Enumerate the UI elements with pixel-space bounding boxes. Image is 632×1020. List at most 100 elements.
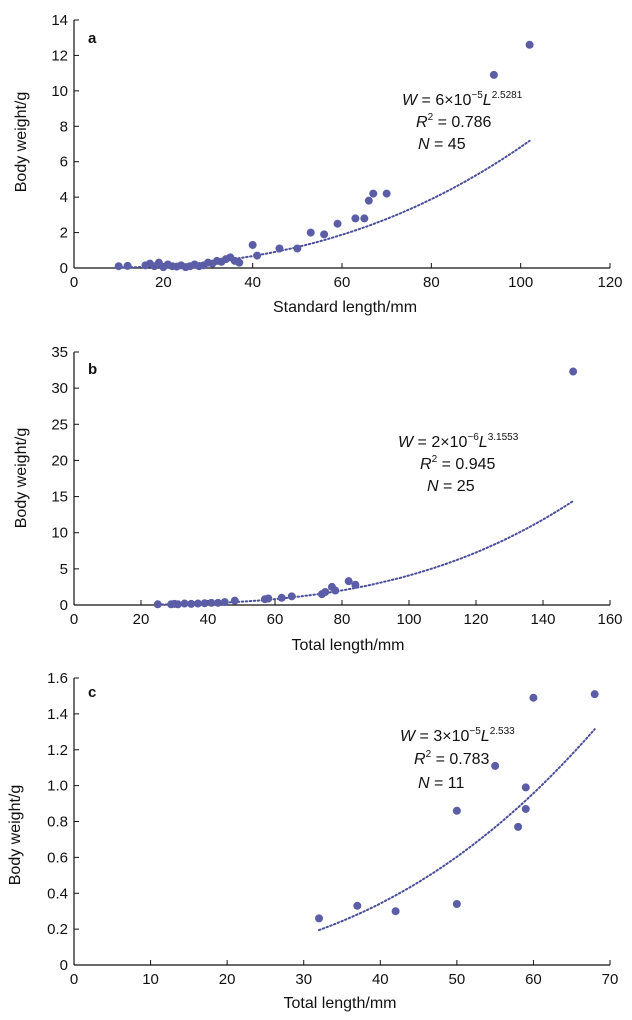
data-point [207,598,216,607]
y-tick-label: 0.6 [47,849,68,866]
data-point [351,214,360,223]
annotation-b-line1: W = 2×10−6L3.1553 [398,432,519,451]
data-point [364,196,373,205]
data-point [173,600,182,609]
y-axis-title-b: Body weight/g [13,428,30,529]
data-point [293,244,302,253]
ann-b-exp2: 3.1553 [488,432,519,443]
y-tick-label: 20 [51,452,68,469]
ann-b-R: R [420,456,432,473]
ann-c-exp2: 2.533 [490,726,515,737]
data-point [187,599,196,608]
x-tick-label: 40 [372,971,389,988]
ann-a-W: W [402,92,419,109]
panel-c: c Body weight/g Total length/mm W = 3×10… [7,670,618,1012]
data-point [569,367,578,376]
data-point [521,804,530,813]
y-tick-label: 0 [60,957,68,974]
ann-a-N: N [418,136,430,153]
data-point [525,40,534,49]
data-point [491,761,500,770]
x-tick-label: 100 [396,611,421,628]
annotation-c-line1: W = 3×10−5L2.533 [400,726,515,745]
x-tick-label: 120 [463,611,488,628]
panel-letter-a: a [88,30,97,47]
data-point [320,230,329,239]
x-axis-title-c: Total length/mm [284,995,397,1012]
y-tick-label: 8 [60,118,68,135]
annotation-c-line2: R2 = 0.783 [414,749,490,768]
data-point [235,258,244,267]
data-point [264,594,273,603]
data-point [253,251,262,260]
data-point [331,586,340,595]
x-tick-label: 40 [244,274,261,291]
data-point [344,577,353,586]
x-tick-label: 0 [70,274,78,291]
ann-a-R: R [416,114,428,131]
x-tick-label: 100 [508,274,533,291]
panel-a: a Body weight/g Standard length/mm W = 6… [13,12,623,316]
ann-a-r2: = 0.786 [433,114,491,131]
data-point [114,262,123,271]
ann-c-L: L [481,728,490,745]
data-point [351,580,360,589]
data-point [521,783,530,792]
ann-c-W: W [400,728,417,745]
data-point [514,822,523,831]
ann-a-eq: = 6×10 [417,92,471,109]
ann-b-W: W [398,434,415,451]
data-point [287,592,296,601]
x-tick-label: 0 [70,971,78,988]
data-point [452,806,461,815]
y-tick-label: 1.6 [47,670,68,687]
data-point [248,240,257,249]
data-point [489,70,498,79]
ann-a-exp1: −5 [471,90,483,101]
x-tick-label: 10 [142,971,159,988]
x-tick-label: 120 [597,274,622,291]
x-tick-label: 60 [525,971,542,988]
data-point [214,598,223,607]
x-axis-title-b: Total length/mm [292,637,405,654]
data-point [277,593,286,602]
data-point [321,587,330,596]
annotation-b-line3: N = 25 [427,478,475,495]
x-tick-label: 60 [267,611,284,628]
data-point [193,599,202,608]
ann-c-R: R [414,751,426,768]
ann-a-L: L [483,92,492,109]
data-point [391,907,400,916]
data-point [360,214,369,223]
y-tick-label: 0 [60,597,68,614]
x-tick-label: 20 [219,971,236,988]
data-point [382,189,391,198]
ann-c-r2sup: 2 [426,749,432,760]
y-tick-label: 10 [51,83,68,100]
ann-b-L: L [479,434,488,451]
x-tick-label: 40 [200,611,217,628]
y-tick-label: 15 [51,489,68,506]
data-point [275,244,284,253]
x-tick-label: 80 [334,611,351,628]
data-point [200,599,209,608]
y-tick-label: 1.2 [47,742,68,759]
ann-b-n: = 25 [439,478,475,495]
y-tick-label: 5 [60,561,68,578]
data-point [369,189,378,198]
x-tick-label: 20 [155,274,172,291]
y-tick-label: 35 [51,344,68,361]
annotation-c-line3: N = 11 [418,775,465,792]
y-tick-label: 1.4 [47,706,68,723]
ann-c-eq: = 3×10 [415,728,469,745]
ann-b-r2: = 0.945 [437,456,495,473]
fit-curve [117,139,531,269]
y-tick-label: 0.8 [47,814,68,831]
data-point [353,901,362,910]
data-point [333,219,342,228]
x-tick-label: 0 [70,611,78,628]
y-tick-label: 30 [51,380,68,397]
y-tick-label: 10 [51,525,68,542]
data-point [123,261,132,270]
data-point [180,599,189,608]
